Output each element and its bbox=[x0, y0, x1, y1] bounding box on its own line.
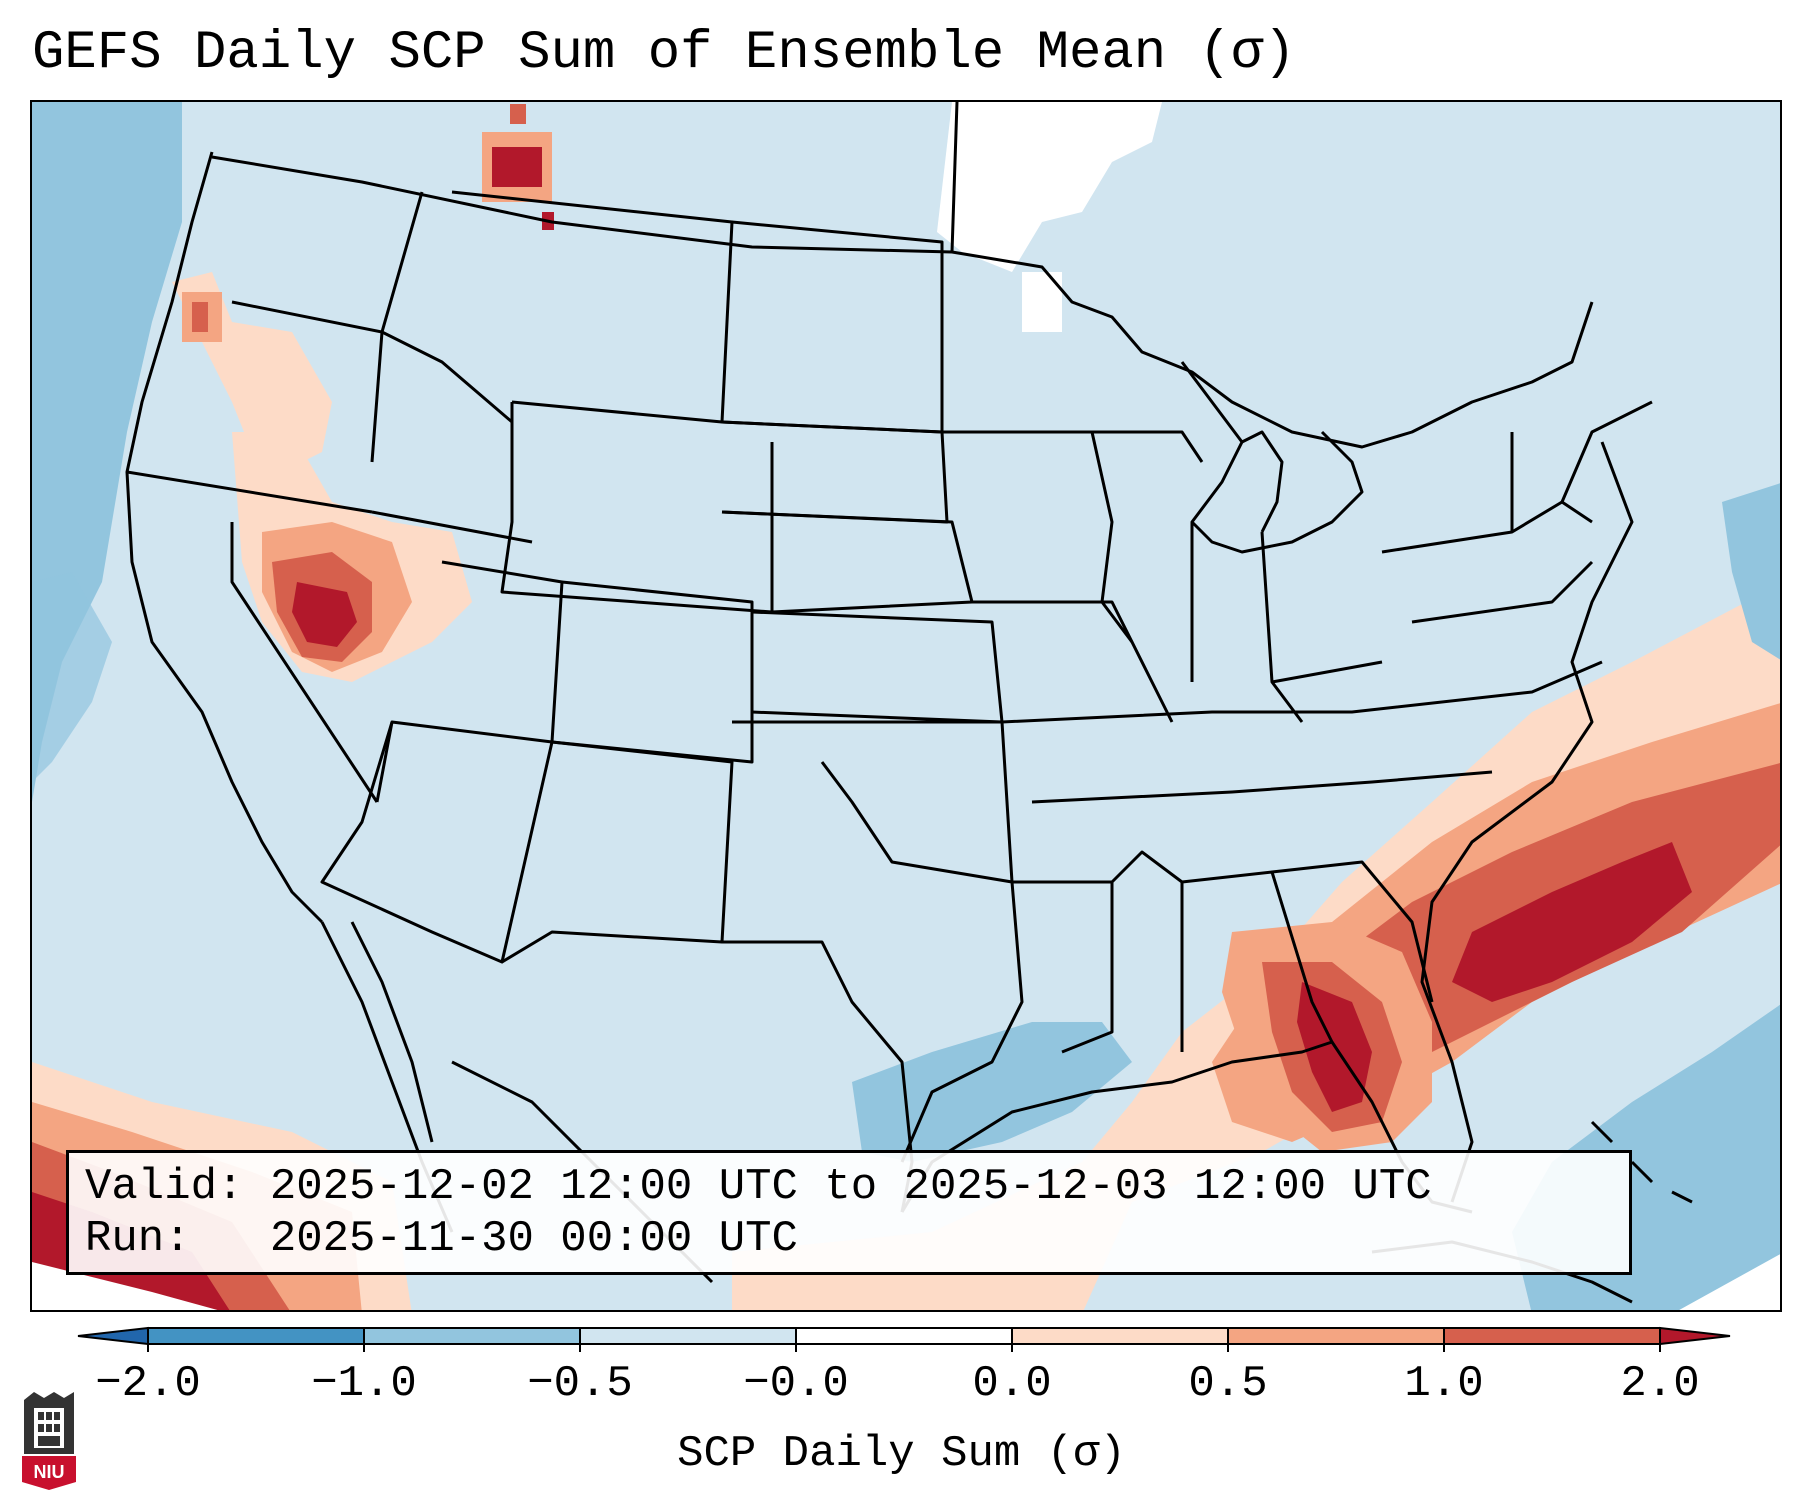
colorbar-tick-label: −2.0 bbox=[95, 1359, 201, 1409]
colorbar-segment bbox=[580, 1328, 796, 1344]
valid-label: Valid: bbox=[85, 1162, 244, 1212]
logo-text: NIU bbox=[34, 1462, 65, 1482]
colorbar-tickmarks bbox=[147, 1328, 1661, 1352]
field-alberta-strong bbox=[492, 147, 542, 187]
map-panel bbox=[30, 100, 1782, 1312]
run-value: 2025-11-30 00:00 UTC bbox=[269, 1214, 798, 1264]
colorbar-tick-label: 2.0 bbox=[1620, 1359, 1700, 1409]
colorbar-segment bbox=[1012, 1328, 1228, 1344]
field-nevada-max bbox=[292, 582, 357, 647]
colorbar-under-arrow bbox=[77, 1326, 149, 1346]
colorbar-tick-label: 1.0 bbox=[1404, 1359, 1484, 1409]
state-boundaries bbox=[125, 102, 1693, 1304]
colorbar-segment bbox=[1444, 1328, 1660, 1344]
projection-corner-right bbox=[1679, 1254, 1780, 1310]
colorbar-segment bbox=[796, 1328, 1012, 1344]
colorbar-tick-label: 0.5 bbox=[1188, 1359, 1268, 1409]
colorbar-segments bbox=[77, 1326, 1731, 1346]
colorbar bbox=[77, 1326, 1731, 1352]
colorbar-tick-label: 0.0 bbox=[972, 1359, 1052, 1409]
map-svg bbox=[32, 102, 1780, 1310]
colorbar-over-arrow bbox=[1659, 1326, 1731, 1346]
field-north-neutral-white bbox=[937, 102, 1162, 272]
field-white-patch bbox=[1022, 272, 1062, 332]
colorbar-segment bbox=[364, 1328, 580, 1344]
colorbar-tick-label: −0.5 bbox=[527, 1359, 633, 1409]
colorbar-tick-label: −0.0 bbox=[743, 1359, 849, 1409]
field-alberta-top bbox=[510, 104, 526, 124]
valid-value: 2025-12-02 12:00 UTC to 2025-12-03 12:00… bbox=[269, 1162, 1432, 1212]
field-gulf-negative bbox=[852, 1022, 1132, 1162]
niu-seal-icon: NIU bbox=[22, 1392, 76, 1490]
field-east-atlantic-negative bbox=[1722, 483, 1780, 660]
colorbar-tick-label: −1.0 bbox=[311, 1359, 417, 1409]
field-pacific-negative-west bbox=[32, 572, 112, 782]
valid-line: Valid: 2025-12-02 12:00 UTC to 2025-12-0… bbox=[85, 1161, 1432, 1213]
valid-run-box: Valid: 2025-12-02 12:00 UTC to 2025-12-0… bbox=[66, 1150, 1632, 1275]
chart-title: GEFS Daily SCP Sum of Ensemble Mean (σ) bbox=[32, 23, 1296, 84]
run-line: Run: 2025-11-30 00:00 UTC bbox=[85, 1213, 798, 1265]
colorbar-segment bbox=[148, 1328, 364, 1344]
colorbar-title: SCP Daily Sum (σ) bbox=[677, 1429, 1126, 1479]
colorbar-segment bbox=[1228, 1328, 1444, 1344]
field-oregon-strong bbox=[192, 302, 208, 332]
field-atlantic-positive bbox=[732, 584, 1780, 1310]
field-atlantic-max bbox=[1452, 842, 1692, 1002]
run-label: Run: bbox=[85, 1214, 191, 1264]
